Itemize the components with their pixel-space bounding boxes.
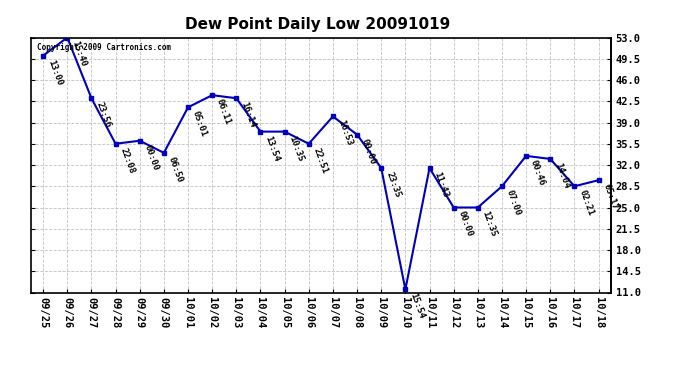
Text: 07:00: 07:00: [505, 189, 522, 217]
Text: 22:51: 22:51: [312, 146, 329, 175]
Text: 00:00: 00:00: [457, 210, 474, 238]
Text: 05:01: 05:01: [191, 110, 208, 138]
Text: 02:21: 02:21: [578, 189, 595, 217]
Text: 05:17: 05:17: [602, 183, 619, 211]
Text: 14:04: 14:04: [553, 162, 571, 190]
Text: 16:14: 16:14: [239, 101, 257, 129]
Text: Dew Point Daily Low 20091019: Dew Point Daily Low 20091019: [185, 17, 450, 32]
Text: 16:53: 16:53: [336, 119, 353, 147]
Text: 13:54: 13:54: [264, 134, 281, 162]
Text: 22:08: 22:08: [119, 146, 136, 175]
Text: 00:00: 00:00: [360, 137, 377, 165]
Text: Copyright 2009 Cartronics.com: Copyright 2009 Cartronics.com: [37, 43, 171, 52]
Text: 15:40: 15:40: [70, 40, 88, 68]
Text: 23:35: 23:35: [384, 171, 402, 199]
Text: 06:11: 06:11: [215, 98, 233, 126]
Text: 12:35: 12:35: [481, 210, 498, 238]
Text: 10:35: 10:35: [288, 134, 305, 162]
Text: 13:00: 13:00: [46, 58, 63, 87]
Text: 06:50: 06:50: [167, 155, 184, 184]
Text: 15:54: 15:54: [408, 292, 426, 320]
Text: 00:46: 00:46: [529, 159, 546, 187]
Text: 11:43: 11:43: [433, 171, 450, 199]
Text: 23:56: 23:56: [95, 101, 112, 129]
Text: 00:00: 00:00: [143, 143, 160, 172]
